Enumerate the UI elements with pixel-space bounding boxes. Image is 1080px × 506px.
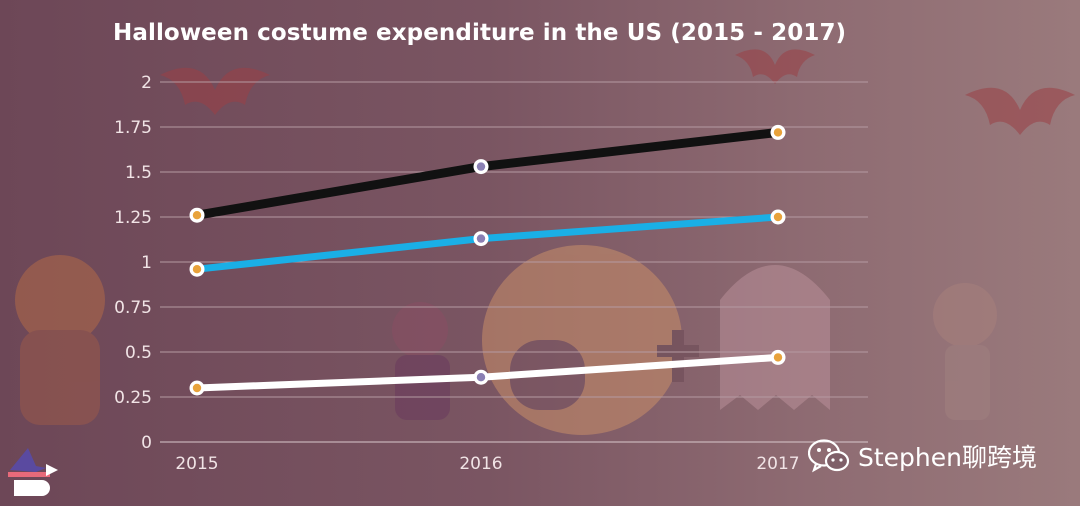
data-point [773, 128, 783, 137]
vampire-body-shape [20, 330, 100, 425]
pumpkin-icon [15, 255, 105, 345]
y-tick-label: 0.25 [114, 388, 152, 408]
halloween-background-illustration [15, 49, 1075, 435]
witch-body-shape [395, 355, 450, 420]
y-tick-label: 2 [141, 73, 152, 93]
series-line [192, 127, 783, 220]
x-tick-label: 2015 [175, 454, 218, 474]
y-tick-label: 0.75 [114, 298, 152, 318]
bat-icon [735, 49, 815, 84]
y-axis: 0 0.25 0.5 0.75 1 1.25 1.5 1.75 2 [114, 73, 152, 453]
data-point [773, 212, 783, 222]
watermark-text: Stephen聊跨境 [858, 443, 1037, 472]
data-point [476, 162, 486, 171]
x-axis: 2015 2016 2017 [175, 454, 799, 474]
y-tick-label: 1.5 [125, 163, 152, 183]
y-tick-label: 1.25 [114, 208, 152, 228]
data-point [192, 265, 202, 274]
wechat-icon [808, 439, 850, 473]
moon-shape [482, 245, 682, 435]
y-tick-label: 0 [141, 433, 152, 453]
x-tick-label: 2016 [459, 454, 502, 474]
zombie-body-shape [945, 345, 990, 420]
data-point [773, 353, 783, 362]
zombie-head-shape [933, 283, 997, 347]
data-point [192, 383, 202, 393]
watermark: Stephen聊跨境 [808, 436, 1037, 476]
series-line [193, 213, 782, 273]
bat-icon [160, 67, 270, 115]
data-point [192, 211, 202, 220]
witch-hat-logo-icon [8, 448, 58, 496]
series-markers [189, 124, 786, 396]
data-point [476, 234, 486, 243]
x-tick-label: 2017 [756, 454, 799, 474]
chart-title: Halloween costume expenditure in the US … [113, 20, 847, 46]
cross-icon [657, 330, 699, 382]
ghost-icon [720, 265, 830, 410]
y-tick-label: 1.75 [114, 118, 152, 138]
bat-icon [965, 87, 1075, 135]
y-tick-label: 1 [141, 253, 152, 273]
y-tick-label: 0.5 [125, 343, 152, 363]
grid-lines [160, 81, 868, 443]
data-point [476, 373, 486, 382]
witch-head-shape [392, 302, 448, 358]
